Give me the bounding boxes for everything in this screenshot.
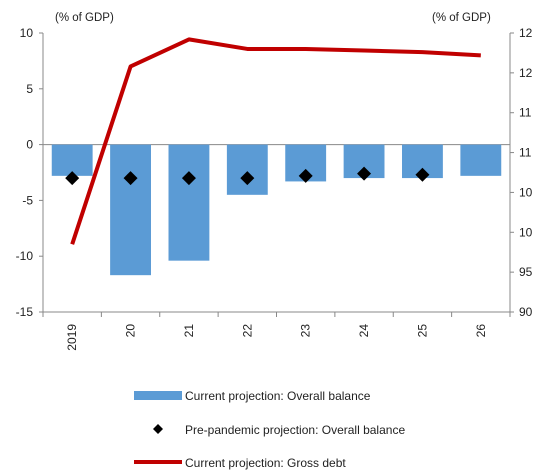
left-tick-label: -15 [16, 305, 34, 319]
left-tick-label: -5 [22, 193, 33, 207]
bar-series [51, 144, 502, 276]
left-tick-label: -10 [16, 249, 34, 263]
left-tick-label: 10 [20, 26, 34, 40]
x-tick-label: 21 [182, 324, 196, 338]
left-axis-unit: (% of GDP) [55, 12, 114, 24]
right-tick-label: 12 [519, 26, 533, 40]
left-tick-label: 5 [26, 82, 33, 96]
pre-pandemic-marker [123, 171, 138, 186]
x-tick-label: 25 [415, 324, 429, 338]
pre-pandemic-marker [298, 168, 313, 183]
legend: Current projection: Overall balance Pre-… [134, 389, 405, 470]
bar [460, 144, 502, 176]
marker-series [65, 166, 430, 186]
legend-swatch-marker [153, 424, 163, 434]
x-tick-label: 23 [299, 324, 313, 338]
x-tick-label: 2019 [65, 324, 79, 351]
gross-debt-line [70, 37, 481, 245]
left-tick-label: 0 [26, 138, 33, 152]
right-tick-label: 11 [519, 146, 532, 160]
x-tick-label: 24 [357, 324, 371, 338]
axes: 10 5 0 -5 -10 -15 12 12 11 11 10 10 95 90 2019 20 21 22 23… [16, 26, 533, 351]
right-tick-label: 95 [519, 265, 533, 279]
bar [51, 144, 93, 176]
bar [110, 144, 151, 276]
right-tick-label: 90 [519, 305, 533, 319]
right-tick-label: 10 [519, 185, 533, 199]
bar [168, 144, 210, 261]
pre-pandemic-marker [181, 171, 196, 186]
legend-swatch-bar [134, 391, 182, 400]
bar [226, 144, 268, 195]
legend-label-marker: Pre-pandemic projection: Overall balance [185, 423, 405, 437]
x-tick-label: 20 [124, 324, 138, 338]
right-axis-unit: (% of GDP) [432, 12, 491, 24]
pre-pandemic-marker [65, 171, 80, 186]
pre-pandemic-marker [415, 167, 430, 182]
x-tick-label: 22 [240, 324, 254, 338]
right-tick-label: 10 [519, 225, 533, 239]
legend-label-bar: Current projection: Overall balance [185, 389, 371, 403]
x-tick-label: 26 [474, 324, 488, 338]
right-tick-label: 12 [519, 66, 533, 80]
line-series [70, 37, 481, 245]
right-tick-label: 11 [519, 106, 532, 120]
pre-pandemic-marker [240, 171, 255, 186]
pre-pandemic-marker [357, 166, 372, 181]
legend-label-line: Current projection: Gross debt [185, 456, 346, 470]
